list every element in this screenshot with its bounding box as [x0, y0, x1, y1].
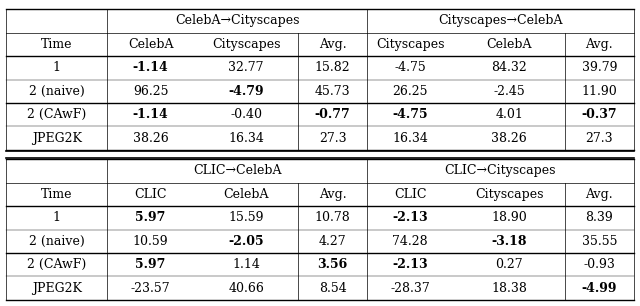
Text: 16.34: 16.34 — [392, 132, 428, 145]
Text: CLIC: CLIC — [394, 188, 426, 201]
Text: -2.13: -2.13 — [392, 258, 428, 271]
Text: 15.82: 15.82 — [315, 61, 351, 74]
Text: 0.27: 0.27 — [495, 258, 523, 271]
Text: JPEG2K: JPEG2K — [32, 282, 82, 295]
Text: 39.79: 39.79 — [582, 61, 617, 74]
Text: 2 (naive): 2 (naive) — [29, 235, 84, 248]
Text: Avg.: Avg. — [586, 188, 613, 201]
Text: 15.59: 15.59 — [228, 211, 264, 224]
Text: Time: Time — [41, 38, 72, 51]
Text: 2 (CAwF): 2 (CAwF) — [28, 108, 86, 121]
Text: -4.79: -4.79 — [228, 85, 264, 98]
Text: 40.66: 40.66 — [228, 282, 264, 295]
Text: -1.14: -1.14 — [132, 61, 168, 74]
Text: -3.18: -3.18 — [492, 235, 527, 248]
Text: 1: 1 — [53, 211, 61, 224]
Text: -1.14: -1.14 — [132, 108, 168, 121]
Text: -0.93: -0.93 — [584, 258, 615, 271]
Text: 27.3: 27.3 — [586, 132, 613, 145]
Text: Avg.: Avg. — [319, 188, 346, 201]
Text: -28.37: -28.37 — [390, 282, 430, 295]
Text: 5.97: 5.97 — [136, 258, 166, 271]
Text: -4.75: -4.75 — [394, 61, 426, 74]
Text: 27.3: 27.3 — [319, 132, 346, 145]
Text: 4.01: 4.01 — [495, 108, 523, 121]
Text: -0.77: -0.77 — [315, 108, 351, 121]
Text: CelebA: CelebA — [223, 188, 269, 201]
Text: Time: Time — [41, 188, 72, 201]
Text: 35.55: 35.55 — [582, 235, 617, 248]
Text: Cityscapes: Cityscapes — [212, 38, 280, 51]
Text: 96.25: 96.25 — [133, 85, 168, 98]
Text: -2.05: -2.05 — [228, 235, 264, 248]
Text: -0.40: -0.40 — [230, 108, 262, 121]
Text: 38.26: 38.26 — [492, 132, 527, 145]
Text: 26.25: 26.25 — [392, 85, 428, 98]
Text: 2 (naive): 2 (naive) — [29, 85, 84, 98]
Text: 1.14: 1.14 — [232, 258, 260, 271]
Text: CLIC: CLIC — [134, 188, 167, 201]
Text: CelebA: CelebA — [486, 38, 532, 51]
Text: 32.77: 32.77 — [228, 61, 264, 74]
Text: Avg.: Avg. — [319, 38, 346, 51]
Text: 8.54: 8.54 — [319, 282, 346, 295]
Text: CelebA: CelebA — [128, 38, 173, 51]
Text: 74.28: 74.28 — [392, 235, 428, 248]
Text: -4.75: -4.75 — [392, 108, 428, 121]
Text: 84.32: 84.32 — [492, 61, 527, 74]
Text: -0.37: -0.37 — [582, 108, 617, 121]
Text: JPEG2K: JPEG2K — [32, 132, 82, 145]
Text: -2.45: -2.45 — [493, 85, 525, 98]
Text: Cityscapes: Cityscapes — [475, 188, 543, 201]
Text: 8.39: 8.39 — [586, 211, 613, 224]
Text: 18.90: 18.90 — [492, 211, 527, 224]
Text: Cityscapes: Cityscapes — [376, 38, 444, 51]
Text: 10.59: 10.59 — [132, 235, 168, 248]
Text: Avg.: Avg. — [586, 38, 613, 51]
Text: 11.90: 11.90 — [582, 85, 617, 98]
Text: 16.34: 16.34 — [228, 132, 264, 145]
Text: 1: 1 — [53, 61, 61, 74]
Text: CLIC→CelebA: CLIC→CelebA — [193, 164, 282, 177]
Text: -23.57: -23.57 — [131, 282, 170, 295]
Text: 18.38: 18.38 — [492, 282, 527, 295]
Text: 4.27: 4.27 — [319, 235, 346, 248]
Text: 5.97: 5.97 — [136, 211, 166, 224]
Text: CLIC→Cityscapes: CLIC→Cityscapes — [444, 164, 556, 177]
Text: 10.78: 10.78 — [315, 211, 351, 224]
Text: 38.26: 38.26 — [132, 132, 168, 145]
Text: -4.99: -4.99 — [582, 282, 617, 295]
Text: CelebA→Cityscapes: CelebA→Cityscapes — [175, 14, 300, 28]
Text: 3.56: 3.56 — [317, 258, 348, 271]
Text: 2 (CAwF): 2 (CAwF) — [28, 258, 86, 271]
Text: 45.73: 45.73 — [315, 85, 351, 98]
Text: -2.13: -2.13 — [392, 211, 428, 224]
Text: Cityscapes→CelebA: Cityscapes→CelebA — [438, 14, 563, 28]
